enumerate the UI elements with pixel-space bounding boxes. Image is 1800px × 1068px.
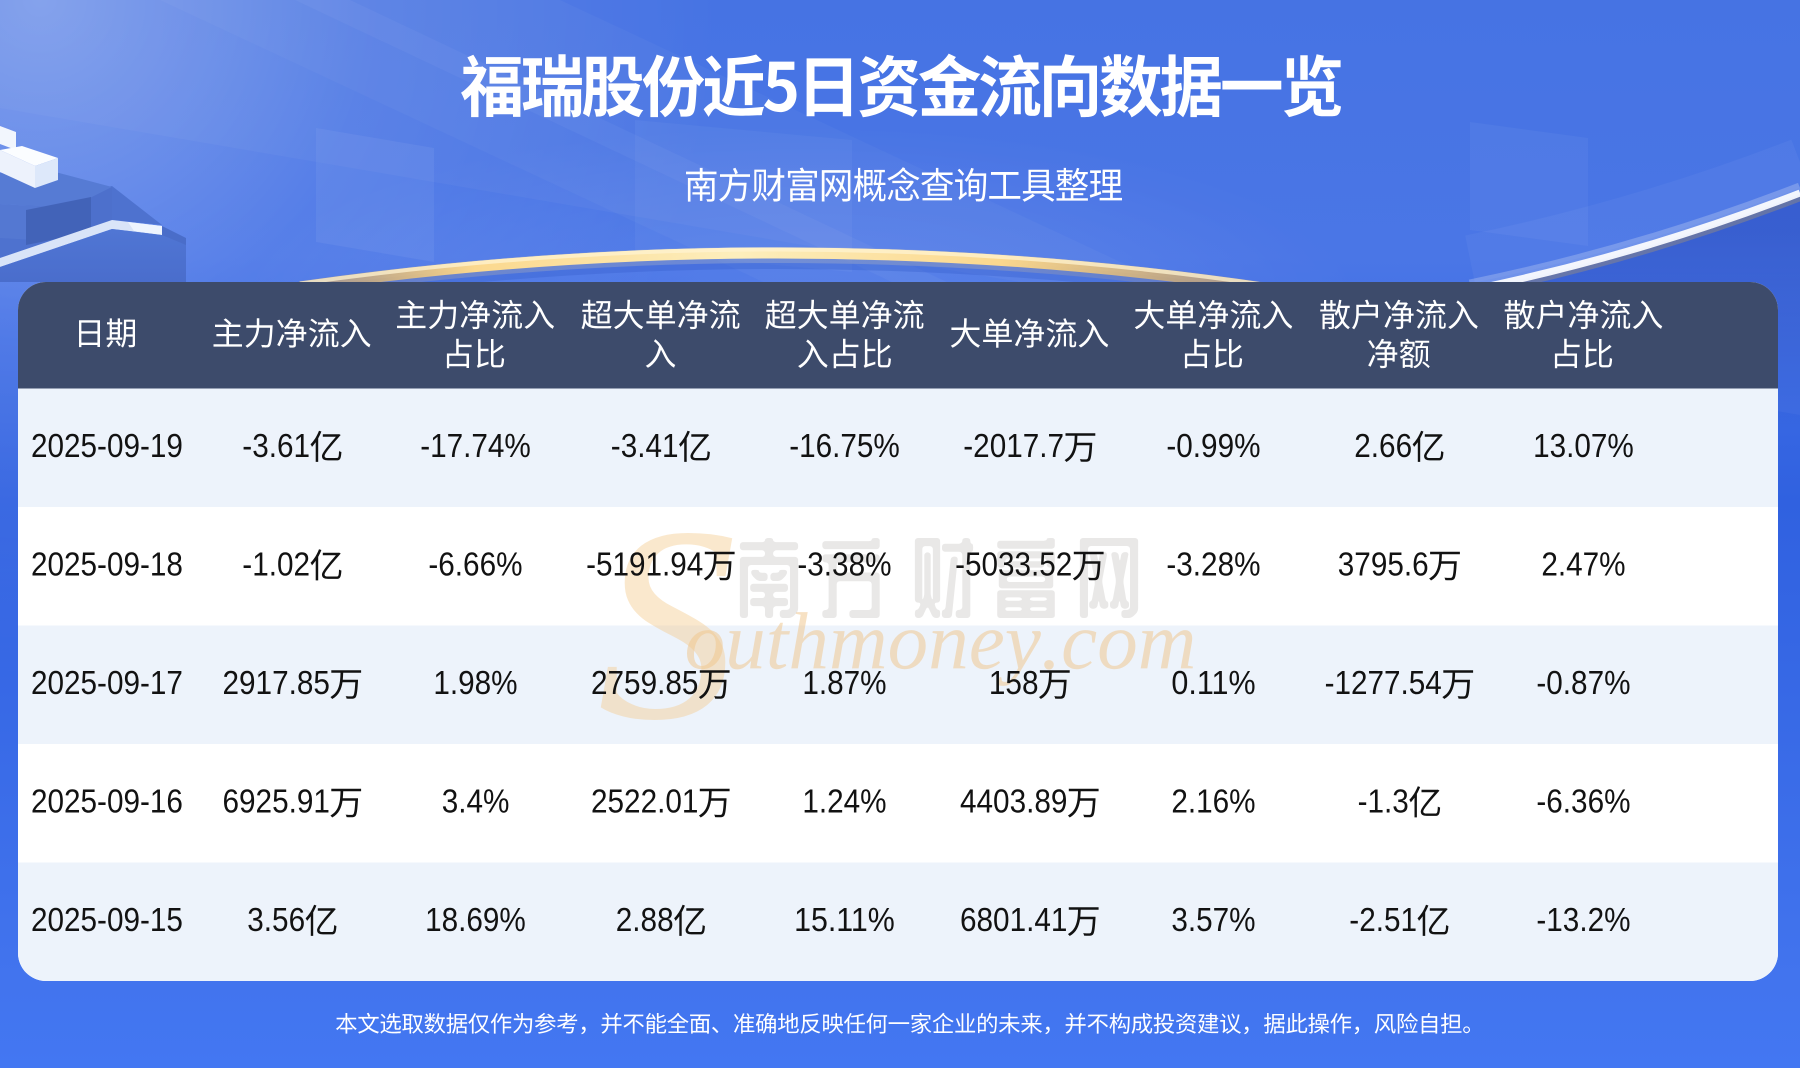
- svg-text:-1277.54: -1277.54: [1325, 664, 1442, 701]
- svg-text:-2017.7: -2017.7: [963, 427, 1064, 464]
- svg-text:-17.74%: -17.74%: [420, 427, 531, 464]
- svg-text:-16.75%: -16.75%: [789, 427, 900, 464]
- svg-text:2.66: 2.66: [1354, 427, 1412, 464]
- svg-text:0.11%: 0.11%: [1171, 664, 1255, 701]
- svg-text:-1.02: -1.02: [242, 546, 310, 583]
- svg-text:2025-09-15: 2025-09-15: [31, 901, 183, 938]
- svg-text:158: 158: [989, 664, 1039, 701]
- svg-text:3.4%: 3.4%: [442, 783, 510, 820]
- svg-text:-0.99%: -0.99%: [1166, 427, 1260, 464]
- svg-text:2025-09-17: 2025-09-17: [31, 664, 183, 701]
- svg-text:1.87%: 1.87%: [802, 664, 886, 701]
- svg-text:-2.51: -2.51: [1349, 901, 1417, 938]
- svg-text:-3.38%: -3.38%: [797, 546, 891, 583]
- svg-text:-5191.94: -5191.94: [586, 546, 703, 583]
- svg-text:-3.28%: -3.28%: [1166, 546, 1260, 583]
- svg-text:-3.61: -3.61: [242, 427, 310, 464]
- svg-text:-13.2%: -13.2%: [1536, 901, 1630, 938]
- svg-text:-0.87%: -0.87%: [1536, 664, 1630, 701]
- svg-text:13.07%: 13.07%: [1533, 427, 1634, 464]
- svg-text:2.88: 2.88: [616, 901, 674, 938]
- svg-text:2522.01: 2522.01: [591, 783, 698, 820]
- svg-text:3.56: 3.56: [247, 901, 305, 938]
- svg-text:-3.41: -3.41: [611, 427, 679, 464]
- svg-text:-1.3: -1.3: [1358, 783, 1409, 820]
- svg-text:-5033.52: -5033.52: [955, 546, 1072, 583]
- svg-text:2025-09-18: 2025-09-18: [31, 546, 183, 583]
- svg-text:1.98%: 1.98%: [433, 664, 517, 701]
- svg-text:2.16%: 2.16%: [1171, 783, 1255, 820]
- svg-text:6925.91: 6925.91: [223, 783, 330, 820]
- svg-text:3.57%: 3.57%: [1171, 901, 1255, 938]
- svg-text:6801.41: 6801.41: [960, 901, 1067, 938]
- svg-text:2759.85: 2759.85: [591, 664, 698, 701]
- svg-text:-6.66%: -6.66%: [428, 546, 522, 583]
- svg-text:-6.36%: -6.36%: [1536, 783, 1630, 820]
- svg-text:4403.89: 4403.89: [960, 783, 1067, 820]
- svg-text:18.69%: 18.69%: [425, 901, 526, 938]
- svg-text:2917.85: 2917.85: [223, 664, 330, 701]
- svg-text:3795.6: 3795.6: [1338, 546, 1429, 583]
- svg-text:1.24%: 1.24%: [802, 783, 886, 820]
- svg-text:2025-09-16: 2025-09-16: [31, 783, 183, 820]
- svg-text:15.11%: 15.11%: [794, 901, 895, 938]
- svg-text:2025-09-19: 2025-09-19: [31, 427, 183, 464]
- svg-text:2.47%: 2.47%: [1541, 546, 1625, 583]
